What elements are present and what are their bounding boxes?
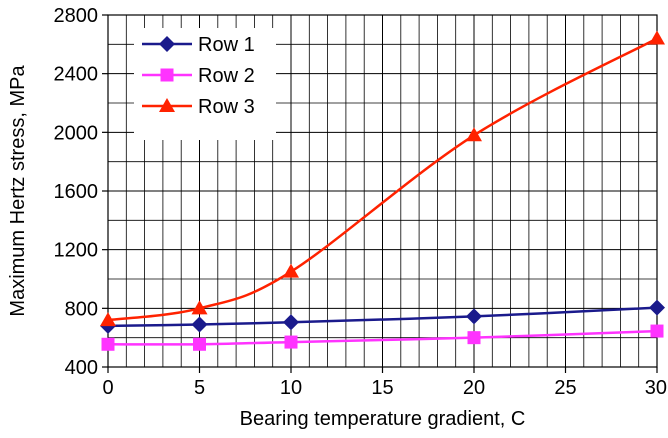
data-point [283,263,299,278]
x-tick-label: 5 [194,377,205,399]
legend-item-row-1: Row 1 [142,34,255,56]
x-tick-label: 15 [371,377,393,399]
legend-marker [159,98,175,112]
data-point [467,331,481,345]
legend-marker [160,68,174,82]
series-line [107,37,658,322]
y-tick-label: 1200 [54,240,99,262]
data-point [466,308,482,325]
y-axis-label: Maximum Hertz stress, MPa [7,65,29,317]
legend-item-row-3: Row 3 [142,96,255,118]
data-point [649,299,665,316]
data-point [191,316,208,333]
x-tick-label: 30 [645,377,667,399]
data-point [650,324,664,338]
y-tick-label: 400 [65,357,98,379]
series-row-3 [100,30,665,327]
y-tick-label: 800 [65,298,98,320]
series-row-2 [101,324,664,351]
x-tick-label: 10 [280,377,302,399]
x-axis: 0 5 10 15 20 25 30 [102,367,667,399]
legend-label: Row 2 [198,65,255,87]
y-axis: 400 800 1200 1600 2000 2400 2800 [54,5,108,379]
data-point [283,314,299,331]
y-tick-label: 2800 [54,5,99,27]
legend-label: Row 3 [198,96,255,118]
x-tick-label: 20 [463,377,485,399]
legend: Row 1 Row 2 Row 3 [134,28,276,140]
data-point [101,337,115,351]
series-row-1 [100,299,665,334]
x-tick-label: 0 [102,377,113,399]
series-line [107,329,658,346]
series-line [107,306,658,328]
legend-item-row-2: Row 2 [142,65,255,87]
y-tick-label: 2000 [54,122,99,144]
x-tick-label: 25 [554,377,576,399]
legend-marker [159,36,175,52]
data-point [193,337,206,351]
legend-label: Row 1 [198,34,255,56]
data-point [649,30,665,45]
data-point [466,127,482,142]
legend-box [134,28,276,140]
data-point [191,300,208,315]
series-layer [100,30,665,351]
x-axis-label: Bearing temperature gradient, C [240,408,526,430]
y-tick-label: 1600 [54,181,99,203]
y-tick-label: 2400 [54,64,99,86]
data-point [284,335,298,349]
data-point [100,312,116,327]
